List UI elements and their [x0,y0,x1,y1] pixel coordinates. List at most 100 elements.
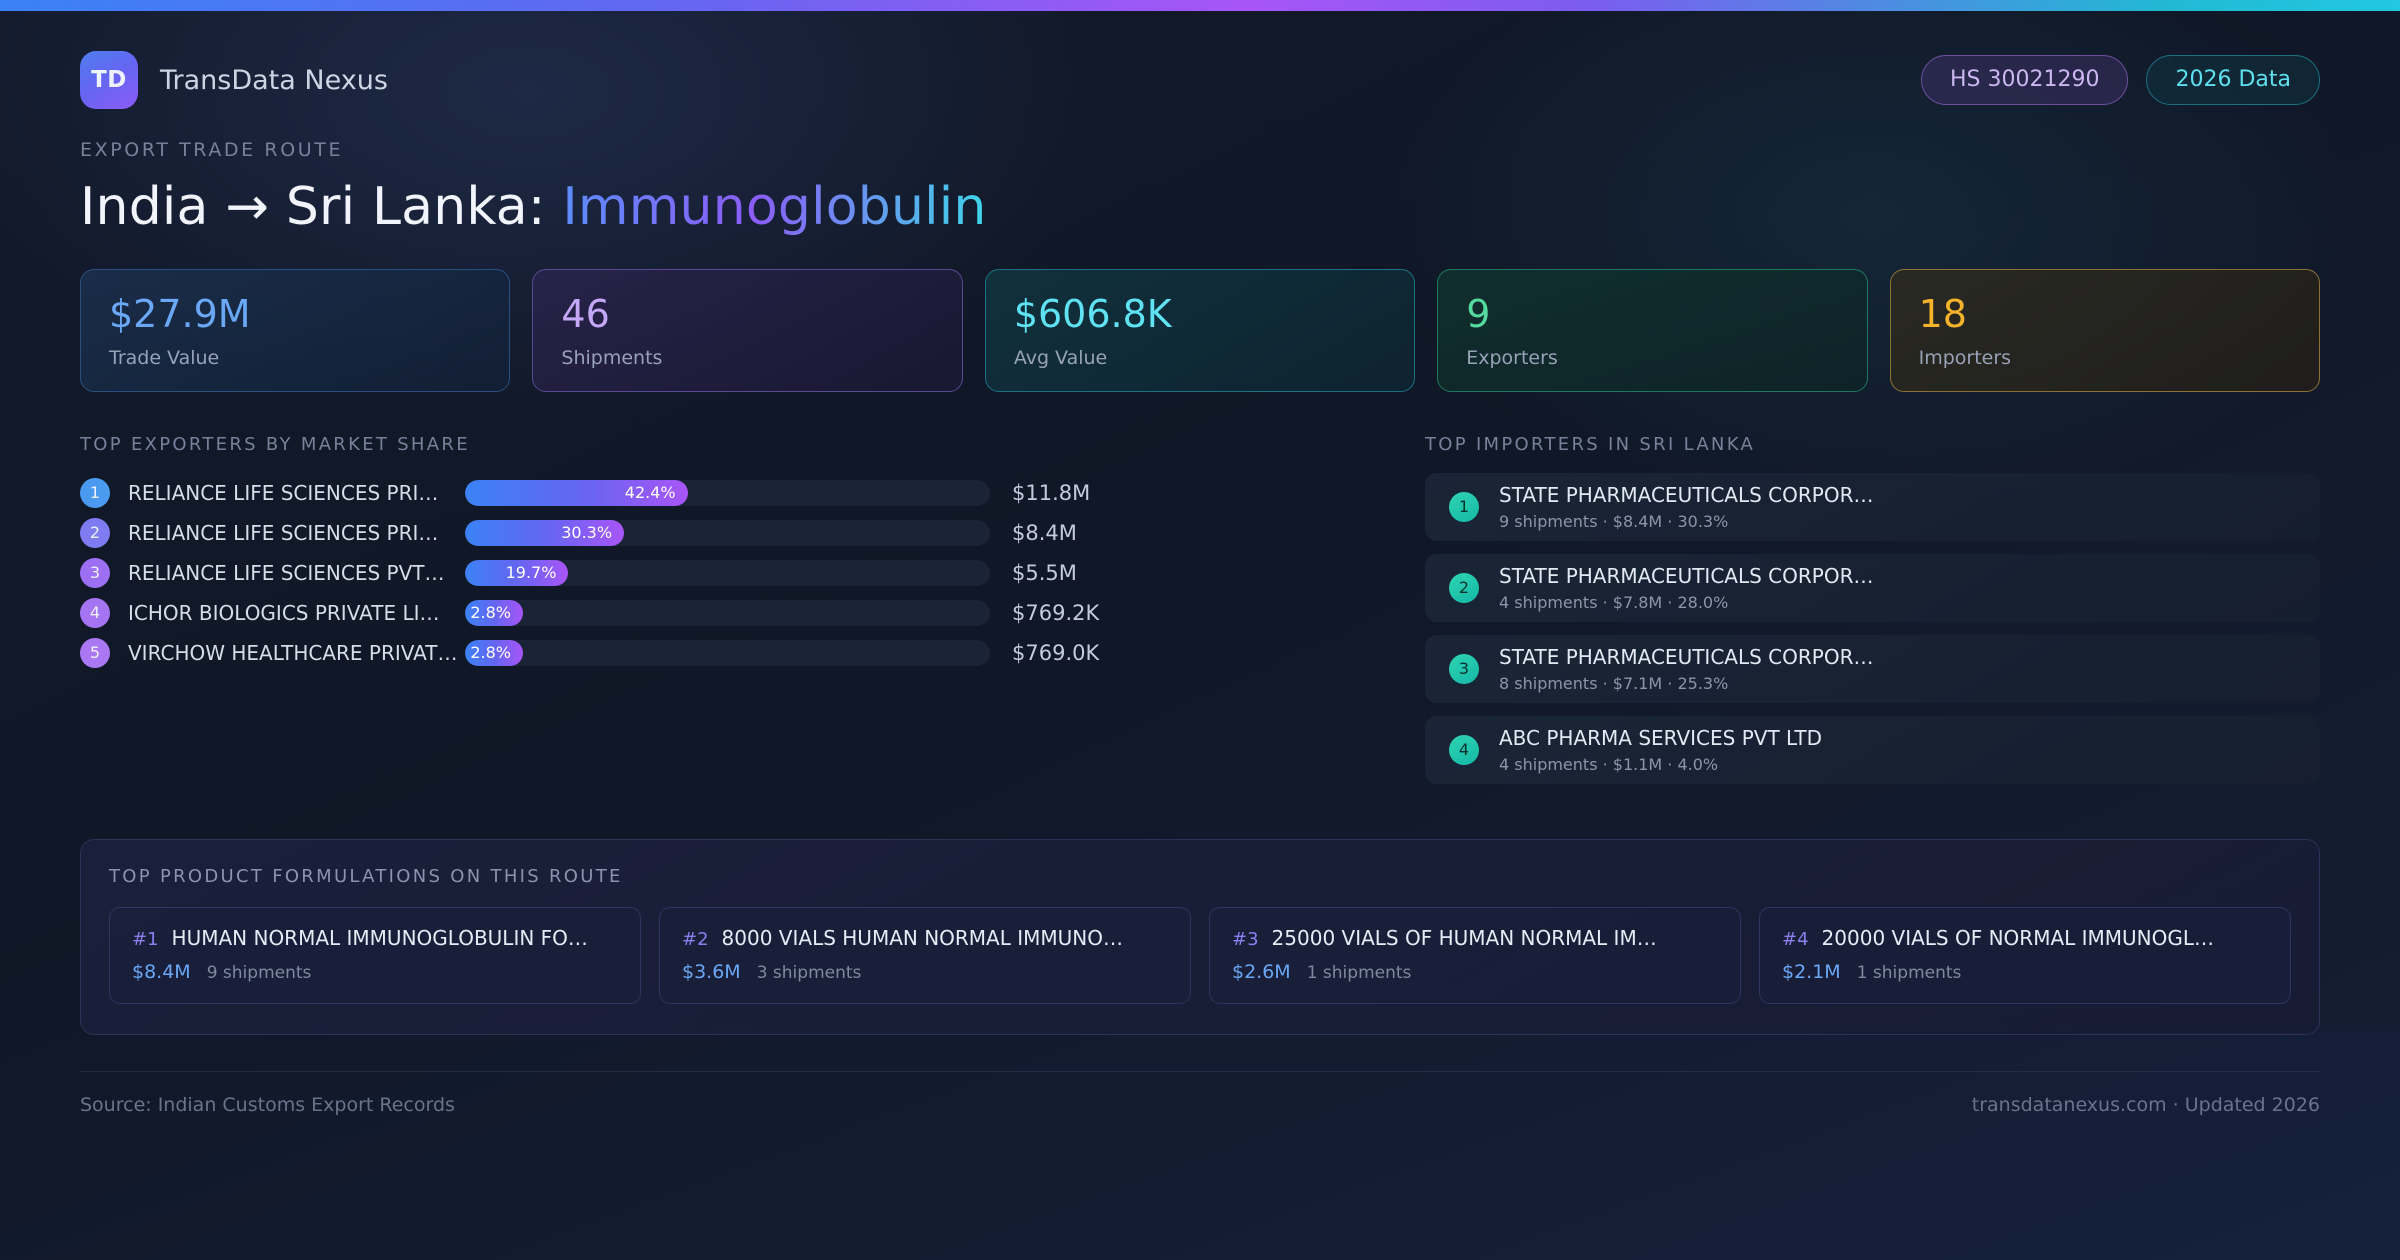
formulation-meta: $2.1M 1 shipments [1782,961,2268,983]
kpi-value: 18 [1918,292,1967,336]
formulation-card[interactable]: #1 HUMAN NORMAL IMMUNOGLOBULIN FO… $8.4M 9 … [109,906,641,1004]
exporter-rank-number: 5 [89,643,101,663]
importers-list: 1 STATE PHARMACEUTICALS CORPOR… 9 shipment… [1425,472,2320,784]
dashboard-canvas: TD TransData Nexus HS 30021290 2026 Data… [0,11,2400,1116]
importer-text: STATE PHARMACEUTICALS CORPOR… 4 shipments… [1499,564,1873,612]
importer-rank-number: 3 [1458,659,1470,679]
exporter-rank-number: 2 [89,523,101,543]
exporter-name: RELIANCE LIFE SCIENCES PVT… [128,560,445,585]
importer-card[interactable]: 2 STATE PHARMACEUTICALS CORPOR… 4 shipment… [1425,553,2320,622]
exporter-name: RELIANCE LIFE SCIENCES PRI… [128,520,439,545]
formulation-rank: #3 [1232,928,1259,950]
formulation-meta: $8.4M 9 shipments [132,961,618,983]
kpi-card: 9 Exporters [1437,269,1868,392]
formulation-card[interactable]: #4 20000 VIALS OF NORMAL IMMUNOGL… $2.1M 1 … [1759,906,2291,1004]
formulation-name: HUMAN NORMAL IMMUNOGLOBULIN FO… [171,925,588,950]
importer-meta: 4 shipments · $1.1M · 4.0% [1499,754,1719,774]
exporter-bar-percent: 30.3% [561,523,613,543]
importer-rank-number: 4 [1458,740,1470,760]
importers-panel: TOP IMPORTERS IN SRI LANKA 1 STATE PHARMA… [1425,434,2320,797]
exporter-bar-fill: 42.4% [465,479,688,506]
exporter-rank-badge: 5 [80,637,110,668]
footer: Source: Indian Customs Export Records tr… [80,1070,2320,1116]
kpi-value: $606.8K [1013,292,1172,336]
exporter-name: RELIANCE LIFE SCIENCES PRI… [128,480,439,505]
exporter-row[interactable]: 3 RELIANCE LIFE SCIENCES PVT… 19.7% $5.5M [80,553,1365,593]
exporter-bar-track: 2.8% [465,599,990,626]
importer-rank-badge: 2 [1449,572,1479,603]
brand-name: TransData Nexus [160,64,388,96]
formulation-value: $8.4M [132,960,191,983]
importer-card[interactable]: 4 ABC PHARMA SERVICES PVT LTD 4 shipments … [1425,715,2320,784]
page-eyebrow: EXPORT TRADE ROUTE [80,139,344,161]
data-year-badge[interactable]: 2026 Data [2146,55,2320,105]
exporter-rank-badge: 1 [80,477,110,508]
formulation-head: #3 25000 VIALS OF HUMAN NORMAL IM… [1232,926,1718,950]
exporter-bar-fill: 2.8% [465,639,523,666]
importer-meta: 8 shipments · $7.1M · 25.3% [1499,673,1729,693]
kpi-value: $27.9M [109,292,251,336]
kpi-value: 9 [1466,292,1491,336]
exporter-row[interactable]: 1 RELIANCE LIFE SCIENCES PRI… 42.4% $11.8M [80,473,1365,513]
formulations-grid: #1 HUMAN NORMAL IMMUNOGLOBULIN FO… $8.4M 9 … [109,906,2291,1004]
exporter-name: ICHOR BIOLOGICS PRIVATE LI… [128,600,440,625]
importer-rank-badge: 3 [1449,653,1479,684]
formulation-rank: #4 [1782,928,1809,950]
formulation-card[interactable]: #3 25000 VIALS OF HUMAN NORMAL IM… $2.6M 1 … [1209,906,1741,1004]
formulation-meta: $2.6M 1 shipments [1232,961,1718,983]
formulation-name: 8000 VIALS HUMAN NORMAL IMMUNO… [721,925,1123,950]
exporters-title: TOP EXPORTERS BY MARKET SHARE [80,433,470,455]
formulation-rank: #1 [132,928,159,950]
formulation-head: #1 HUMAN NORMAL IMMUNOGLOBULIN FO… [132,926,618,950]
importer-rank-badge: 4 [1449,734,1479,765]
formulations-title: TOP PRODUCT FORMULATIONS ON THIS ROUTE [109,865,623,887]
exporter-row[interactable]: 5 VIRCHOW HEALTHCARE PRIVATE… 2.8% $769.0K [80,633,1365,673]
exporter-bar-percent: 2.8% [470,603,511,623]
formulation-name: 20000 VIALS OF NORMAL IMMUNOGL… [1821,925,2215,950]
kpi-card: 46 Shipments [532,269,963,392]
importers-title: TOP IMPORTERS IN SRI LANKA [1425,433,1756,455]
exporter-bar-track: 30.3% [465,519,990,546]
importer-name: STATE PHARMACEUTICALS CORPOR… [1499,482,1874,507]
importer-rank-badge: 1 [1449,491,1479,522]
kpi-label: Shipments [561,346,663,369]
header-badges: HS 30021290 2026 Data [1921,55,2320,105]
kpi-label: Trade Value [109,346,220,369]
exporter-bar-percent: 19.7% [505,563,557,583]
kpi-card: $606.8K Avg Value [984,269,1416,392]
exporter-value: $8.4M [1012,520,1077,545]
hs-code-badge[interactable]: HS 30021290 [1921,55,2129,105]
formulation-card[interactable]: #2 8000 VIALS HUMAN NORMAL IMMUNO… $3.6M 3 … [659,906,1191,1004]
formulation-meta: $3.6M 3 shipments [682,961,1168,983]
formulation-shipments: 1 shipments [1306,962,1412,983]
kpi-label: Importers [1918,346,2012,369]
formulation-value: $2.6M [1232,960,1291,983]
exporter-rank-number: 4 [89,603,101,623]
exporter-bar-track: 2.8% [465,639,990,666]
formulation-head: #4 20000 VIALS OF NORMAL IMMUNOGL… [1782,926,2268,950]
kpi-card: $27.9M Trade Value [80,269,511,392]
app-header: TD TransData Nexus HS 30021290 2026 Data [80,11,2320,109]
kpi-label: Avg Value [1013,346,1108,369]
kpi-card: 18 Importers [1889,269,2321,392]
exporter-rank-badge: 2 [80,517,110,548]
formulation-head: #2 8000 VIALS HUMAN NORMAL IMMUNO… [682,926,1168,950]
formulation-rank: #2 [682,928,709,950]
kpi-row: $27.9M Trade Value 46 Shipments $606.8K Avg V… [80,269,2321,392]
exporter-value: $769.0K [1012,640,1100,665]
exporter-rank-badge: 4 [80,597,110,628]
exporter-value: $11.8M [1012,480,1091,505]
exporter-row[interactable]: 4 ICHOR BIOLOGICS PRIVATE LI… 2.8% $769.2K [80,593,1365,633]
formulation-value: $2.1M [1782,960,1841,983]
importer-name: STATE PHARMACEUTICALS CORPOR… [1499,644,1874,669]
page-title-product: Immunoglobulin [562,177,987,237]
kpi-value: 46 [561,292,610,336]
importer-card[interactable]: 3 STATE PHARMACEUTICALS CORPOR… 8 shipment… [1425,634,2320,703]
page-title: India → Sri Lanka: Immunoglobulin [80,177,2320,237]
importer-rank-number: 2 [1458,578,1470,598]
exporter-row[interactable]: 2 RELIANCE LIFE SCIENCES PRI… 30.3% $8.4M [80,513,1365,553]
importer-card[interactable]: 1 STATE PHARMACEUTICALS CORPOR… 9 shipment… [1425,472,2320,541]
formulation-shipments: 3 shipments [756,962,862,983]
exporter-rank-number: 3 [89,563,101,583]
